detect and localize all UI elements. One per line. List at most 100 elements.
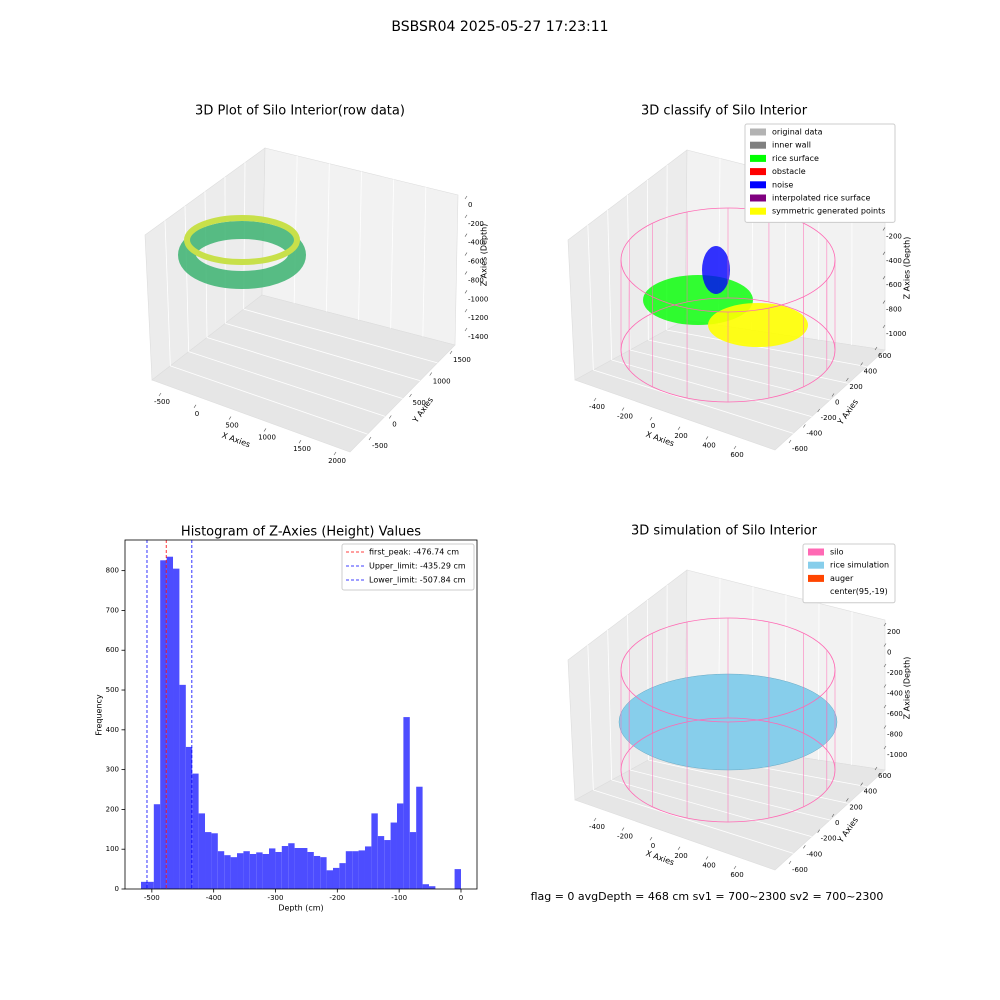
tick-mark: [464, 290, 468, 294]
panel-title: 3D simulation of Silo Interior: [631, 524, 818, 539]
tick-mark: [883, 745, 887, 750]
tick-label: -500: [372, 442, 388, 450]
tick-label: 600: [730, 871, 743, 879]
tick-label: 500: [225, 422, 238, 430]
tick-label: 400: [864, 788, 877, 796]
legend-swatch: [750, 194, 766, 202]
tick-mark: [429, 372, 432, 376]
histogram-bar: [243, 851, 250, 889]
legend-label: interpolated rice surface: [772, 194, 870, 203]
histogram-bar: [198, 813, 206, 889]
legend-label: original data: [772, 128, 823, 137]
legend-swatch: [808, 574, 824, 582]
legend-label: rice simulation: [830, 561, 889, 570]
classified-surface: [708, 303, 808, 347]
pane-grid: [390, 179, 395, 329]
tick-label: -800: [887, 731, 903, 739]
tick-label: 2000: [328, 457, 346, 465]
histogram-bar: [345, 851, 353, 889]
histogram-bar: [173, 568, 180, 889]
histogram-bar: [396, 803, 404, 889]
pane-grid: [225, 322, 421, 382]
tick-mark: [846, 798, 849, 802]
pane-grid: [648, 759, 849, 804]
tick-mark: [883, 684, 887, 688]
histogram-bar: [307, 851, 314, 889]
tick-mark: [464, 252, 468, 256]
pane-grid: [422, 187, 427, 337]
histogram-bar: [211, 833, 218, 889]
pane-grid: [607, 209, 613, 361]
pane-grid: [325, 163, 330, 312]
pane-grid: [666, 329, 867, 368]
y-tick-label: 200: [106, 805, 119, 813]
legend-label: rice surface: [772, 154, 819, 163]
tick-label: -1000: [887, 751, 907, 759]
tick-mark: [817, 829, 820, 833]
tick-label: -200: [617, 833, 633, 841]
histogram-bar: [237, 853, 244, 889]
y-tick-label: 800: [106, 567, 119, 575]
tick-mark: [649, 417, 653, 421]
pane-grid: [170, 365, 368, 435]
tick-mark: [831, 813, 835, 818]
histogram-bar: [416, 786, 423, 889]
histogram-bar: [160, 560, 167, 889]
tick-label: 0: [835, 819, 839, 827]
legend-swatch: [750, 154, 766, 162]
panel-title: 3D Plot of Silo Interior(row data): [195, 104, 405, 119]
tick-label: -400: [886, 257, 902, 265]
tick-mark: [449, 350, 453, 355]
histogram-bar: [301, 848, 308, 889]
histogram-bar: [422, 884, 429, 889]
tick-label: -1400: [468, 333, 488, 341]
tick-mark: [883, 643, 887, 647]
histogram-bar: [454, 869, 461, 889]
histogram-bar: [294, 848, 301, 889]
point-cloud-ring: [178, 221, 306, 289]
tick-mark: [883, 725, 887, 729]
tick-mark: [874, 766, 878, 771]
pane-grid: [627, 194, 631, 351]
pane-grid: [188, 351, 386, 417]
tick-mark: [874, 346, 878, 351]
histogram-bar: [269, 848, 276, 889]
tick-mark: [389, 415, 392, 419]
tick-mark: [733, 865, 737, 870]
tick-mark: [263, 428, 267, 432]
histogram-bar: [262, 853, 270, 889]
axes-frame: [124, 539, 478, 890]
tick-label: -400: [806, 850, 822, 858]
histogram-bar: [153, 804, 161, 889]
legend-box: [341, 543, 475, 591]
tick-label: -1000: [468, 295, 488, 303]
legend-label: noise: [772, 180, 793, 189]
pane-grid: [293, 155, 298, 304]
legend-swatch: [808, 548, 824, 556]
tick-mark: [788, 439, 792, 444]
tick-label: 400: [702, 441, 715, 449]
tick-label: 200: [674, 852, 687, 860]
tick-label: 200: [887, 628, 900, 636]
tick-label: 200: [849, 803, 862, 811]
histogram-bar: [141, 881, 148, 889]
histogram-bar: [185, 746, 193, 889]
tick-mark: [649, 837, 653, 841]
histogram-bar: [320, 857, 327, 889]
tick-mark: [883, 704, 887, 709]
tick-label: -800: [468, 276, 484, 284]
tick-label: 200: [674, 432, 687, 440]
tick-label: 200: [849, 383, 862, 391]
axis-label: Z Axies (Depth): [903, 657, 912, 720]
y-tick-label: 100: [106, 845, 119, 853]
histogram-bar: [166, 556, 174, 889]
tick-label: -200: [617, 413, 633, 421]
x-tick-label: -100: [391, 894, 407, 902]
x-tick-label: 0: [459, 894, 463, 902]
legend-swatch: [750, 128, 766, 136]
pane-grid: [593, 789, 794, 854]
tick-mark: [788, 860, 792, 865]
pane-grid: [358, 171, 362, 321]
legend-swatch: [750, 181, 766, 189]
legend-label: first_peak: -476.74 cm: [369, 548, 459, 557]
